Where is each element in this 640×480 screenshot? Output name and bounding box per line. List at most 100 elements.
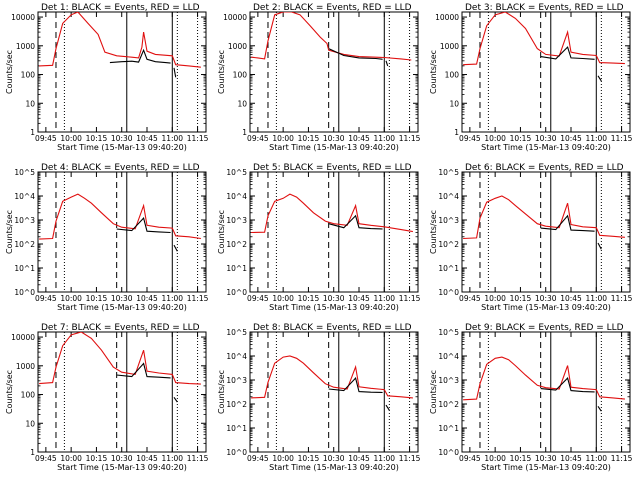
y-tick-label: 10^0 <box>226 448 247 457</box>
x-tick-label: 11:15 <box>611 294 633 303</box>
x-tick-label: 10:45 <box>136 134 158 143</box>
x-axis-label: Start Time (15-Mar-13 09:40:20) <box>57 303 187 312</box>
y-axis-label: Counts/sec <box>217 50 226 94</box>
panel-det-7: Det 7: BLACK = Events, RED = LLD 1 10 100 10… <box>5 323 209 472</box>
plot-frame <box>249 171 419 293</box>
series-lld-line <box>251 193 413 234</box>
panel-title: Det 3: BLACK = Events, RED = LLD <box>465 3 624 13</box>
series-events-line <box>540 46 595 60</box>
y-tick-label: 1000 <box>440 42 459 51</box>
series-lld-line <box>463 195 625 240</box>
y-tick-label: 10 <box>25 419 35 428</box>
x-axis-label: Start Time (15-Mar-13 09:40:20) <box>481 303 611 312</box>
x-tick-label: 11:15 <box>187 454 209 463</box>
x-tick-label: 11:00 <box>161 294 183 303</box>
y-tick-label: 100 <box>445 71 460 80</box>
x-tick-label: 11:00 <box>373 454 395 463</box>
x-tick-label: 11:00 <box>585 294 607 303</box>
y-tick-label: 1000 <box>16 42 35 51</box>
x-axis-label: Start Time (15-Mar-13 09:40:20) <box>269 303 399 312</box>
x-tick-label: 10:15 <box>298 134 320 143</box>
x-axis-label: Start Time (15-Mar-13 09:40:20) <box>57 143 187 152</box>
x-tick-label: 10:30 <box>323 134 345 143</box>
x-tick-label: 10:00 <box>60 454 82 463</box>
plot-frame <box>37 171 207 293</box>
x-tick-label: 10:30 <box>111 134 133 143</box>
y-tick-label: 10^0 <box>226 288 247 297</box>
panel-det-8: Det 8: BLACK = Events, RED = LLD 10^0 10^1… <box>217 323 421 472</box>
series-events-line <box>597 242 602 250</box>
series-events-line <box>173 244 178 252</box>
series-events-line <box>385 60 389 67</box>
x-tick-label: 09:45 <box>459 134 481 143</box>
y-tick-label: 1000 <box>228 42 247 51</box>
x-tick-label: 09:45 <box>459 294 481 303</box>
x-tick-label: 11:00 <box>585 454 607 463</box>
x-tick-label: 11:15 <box>399 134 421 143</box>
panel-det-1: Det 1: BLACK = Events, RED = LLD 1 10 100 10… <box>5 3 209 152</box>
x-tick-label: 11:00 <box>161 134 183 143</box>
y-tick-label: 10^3 <box>438 216 459 225</box>
series-lld-line <box>251 12 412 61</box>
series-lld-line <box>39 332 201 385</box>
plot-frame <box>461 171 631 293</box>
y-axis-label: Counts/sec <box>429 50 438 94</box>
panel-title: Det 1: BLACK = Events, RED = LLD <box>41 3 200 13</box>
x-tick-label: 11:15 <box>611 454 633 463</box>
x-tick-label: 10:45 <box>560 294 582 303</box>
x-tick-label: 09:45 <box>35 294 57 303</box>
y-tick-label: 10^4 <box>438 352 459 361</box>
y-tick-label: 100 <box>21 71 36 80</box>
x-tick-label: 10:30 <box>111 294 133 303</box>
y-tick-label: 10^2 <box>14 240 35 249</box>
x-tick-label: 10:45 <box>560 454 582 463</box>
series-events-line <box>328 48 383 60</box>
y-tick-label: 1 <box>242 128 247 137</box>
x-tick-label: 10:00 <box>272 294 294 303</box>
y-tick-label: 1000 <box>16 362 35 371</box>
plot-frame <box>461 11 631 133</box>
y-tick-label: 10000 <box>11 333 35 342</box>
panel-title: Det 8: BLACK = Events, RED = LLD <box>253 323 412 333</box>
x-tick-label: 10:45 <box>348 294 370 303</box>
panel-det-9: Det 9: BLACK = Events, RED = LLD 10^0 10^1… <box>429 323 633 472</box>
x-tick-label: 10:45 <box>348 454 370 463</box>
panel-title: Det 2: BLACK = Events, RED = LLD <box>253 3 412 13</box>
x-tick-label: 11:15 <box>611 134 633 143</box>
x-tick-label: 09:45 <box>247 294 269 303</box>
x-tick-label: 10:00 <box>272 134 294 143</box>
y-tick-label: 1 <box>30 448 35 457</box>
y-tick-label: 10^4 <box>438 192 459 201</box>
plot-frame <box>37 11 207 133</box>
panel-title: Det 4: BLACK = Events, RED = LLD <box>41 163 200 173</box>
series-events-line <box>328 376 383 394</box>
y-tick-label: 10^0 <box>438 448 459 457</box>
series-events-line <box>116 216 171 234</box>
panel-det-5: Det 5: BLACK = Events, RED = LLD 10^0 10^1… <box>217 163 421 312</box>
y-tick-label: 100 <box>21 391 36 400</box>
plot-frame <box>249 11 419 133</box>
x-tick-label: 10:15 <box>510 454 532 463</box>
y-tick-label: 10 <box>25 99 35 108</box>
panel-det-6: Det 6: BLACK = Events, RED = LLD 10^0 10^1… <box>429 163 633 312</box>
panel-title: Det 6: BLACK = Events, RED = LLD <box>465 163 624 173</box>
y-tick-label: 10^1 <box>226 424 247 433</box>
x-axis-label: Start Time (15-Mar-13 09:40:20) <box>269 143 399 152</box>
y-tick-label: 1 <box>30 128 35 137</box>
y-tick-label: 10000 <box>223 13 247 22</box>
x-tick-label: 11:15 <box>399 294 421 303</box>
x-tick-label: 11:15 <box>399 454 421 463</box>
y-tick-label: 10^5 <box>226 328 247 337</box>
x-tick-label: 10:30 <box>111 454 133 463</box>
x-tick-label: 10:45 <box>136 454 158 463</box>
series-events-line <box>328 214 383 230</box>
x-tick-label: 11:00 <box>161 454 183 463</box>
x-tick-label: 10:30 <box>323 294 345 303</box>
x-tick-label: 10:45 <box>348 134 370 143</box>
y-tick-label: 10^5 <box>438 328 459 337</box>
y-tick-label: 10^4 <box>226 192 247 201</box>
x-tick-label: 10:00 <box>272 454 294 463</box>
x-tick-label: 10:15 <box>86 294 108 303</box>
y-tick-label: 10^4 <box>14 192 35 201</box>
x-tick-label: 11:00 <box>373 134 395 143</box>
